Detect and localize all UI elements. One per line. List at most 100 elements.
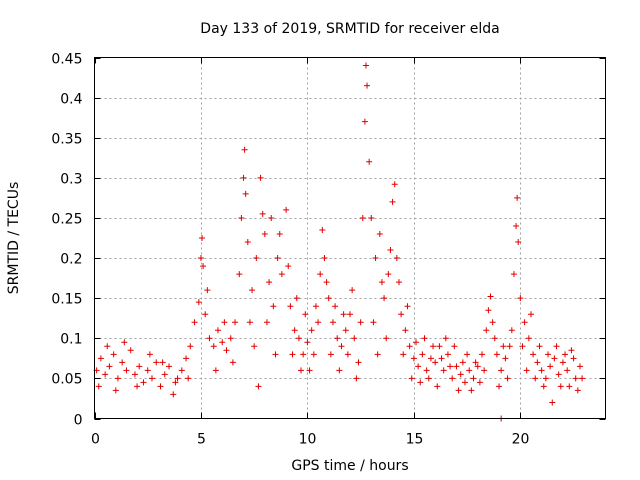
data-point bbox=[289, 351, 296, 358]
data-point bbox=[321, 255, 328, 262]
data-point bbox=[451, 343, 458, 350]
y-tick-label: 0.45 bbox=[51, 52, 82, 68]
data-point bbox=[472, 359, 479, 366]
data-point bbox=[374, 351, 381, 358]
data-point bbox=[319, 226, 326, 233]
y-tick-label: 0.35 bbox=[51, 132, 82, 148]
data-point bbox=[570, 355, 577, 362]
data-point bbox=[393, 255, 400, 262]
data-point bbox=[464, 351, 471, 358]
data-point bbox=[519, 343, 526, 350]
data-point bbox=[470, 375, 477, 382]
data-point bbox=[123, 367, 130, 374]
data-point bbox=[178, 367, 185, 374]
y-tick-label: 0.1 bbox=[60, 332, 82, 348]
data-point bbox=[146, 351, 153, 358]
data-point bbox=[457, 371, 464, 378]
y-tick-label: 0.2 bbox=[60, 252, 82, 268]
data-point bbox=[119, 359, 126, 366]
y-tick-label: 0.25 bbox=[51, 212, 82, 228]
data-point bbox=[525, 335, 532, 342]
data-point bbox=[466, 367, 473, 374]
data-point bbox=[404, 303, 411, 310]
data-point bbox=[366, 158, 373, 165]
data-point bbox=[342, 327, 349, 334]
data-series-srmtid bbox=[93, 62, 586, 422]
data-point bbox=[364, 82, 371, 89]
data-point bbox=[444, 351, 451, 358]
data-point bbox=[417, 379, 424, 386]
data-point bbox=[144, 367, 151, 374]
data-point bbox=[317, 271, 324, 278]
data-point bbox=[253, 255, 260, 262]
data-point bbox=[491, 335, 498, 342]
data-point bbox=[344, 351, 351, 358]
data-point bbox=[530, 351, 537, 358]
data-point bbox=[195, 299, 202, 306]
data-point bbox=[159, 359, 166, 366]
data-point bbox=[212, 367, 219, 374]
data-point bbox=[361, 118, 368, 125]
data-point bbox=[166, 363, 173, 370]
data-point bbox=[263, 319, 270, 326]
data-point bbox=[408, 375, 415, 382]
data-point bbox=[515, 239, 522, 246]
data-point bbox=[174, 375, 181, 382]
data-point bbox=[576, 363, 583, 370]
data-point bbox=[510, 271, 517, 278]
x-axis-title: GPS time / hours bbox=[291, 458, 408, 474]
data-point bbox=[249, 287, 256, 294]
data-point bbox=[97, 355, 104, 362]
data-point bbox=[532, 375, 539, 382]
data-point bbox=[276, 230, 283, 237]
data-point bbox=[504, 375, 511, 382]
data-point bbox=[242, 190, 249, 197]
data-point bbox=[453, 363, 460, 370]
data-point bbox=[442, 335, 449, 342]
x-tick-label: 15 bbox=[406, 432, 424, 448]
data-point bbox=[389, 198, 396, 205]
data-point bbox=[476, 379, 483, 386]
data-point bbox=[251, 343, 258, 350]
data-point bbox=[517, 295, 524, 302]
data-point bbox=[223, 347, 230, 354]
data-point bbox=[355, 359, 362, 366]
data-point bbox=[274, 255, 281, 262]
data-point bbox=[413, 339, 420, 346]
data-point bbox=[157, 383, 164, 390]
data-point bbox=[293, 295, 300, 302]
data-point bbox=[300, 351, 307, 358]
data-point bbox=[244, 239, 251, 246]
data-point bbox=[432, 359, 439, 366]
data-point bbox=[283, 206, 290, 213]
y-tick-label: 0.3 bbox=[60, 172, 82, 188]
data-point bbox=[534, 359, 541, 366]
data-point bbox=[474, 363, 481, 370]
chart-title: Day 133 of 2019, SRMTID for receiver eld… bbox=[200, 21, 499, 37]
grid-lines bbox=[94, 57, 606, 419]
data-point bbox=[172, 379, 179, 386]
data-point bbox=[419, 351, 426, 358]
data-point bbox=[564, 367, 571, 374]
data-point bbox=[246, 319, 253, 326]
data-point bbox=[368, 214, 375, 221]
data-point bbox=[395, 279, 402, 286]
data-point bbox=[349, 287, 356, 294]
data-point bbox=[410, 355, 417, 362]
data-point bbox=[421, 335, 428, 342]
data-point bbox=[261, 230, 268, 237]
data-point bbox=[449, 375, 456, 382]
x-tick-label: 10 bbox=[299, 432, 317, 448]
data-point bbox=[236, 271, 243, 278]
data-point bbox=[398, 311, 405, 318]
data-point bbox=[542, 375, 549, 382]
data-point bbox=[527, 311, 534, 318]
data-point bbox=[461, 379, 468, 386]
data-point bbox=[487, 293, 494, 300]
data-point bbox=[489, 319, 496, 326]
data-point bbox=[204, 287, 211, 294]
data-point bbox=[323, 279, 330, 286]
data-point bbox=[153, 359, 160, 366]
data-point bbox=[387, 247, 394, 254]
